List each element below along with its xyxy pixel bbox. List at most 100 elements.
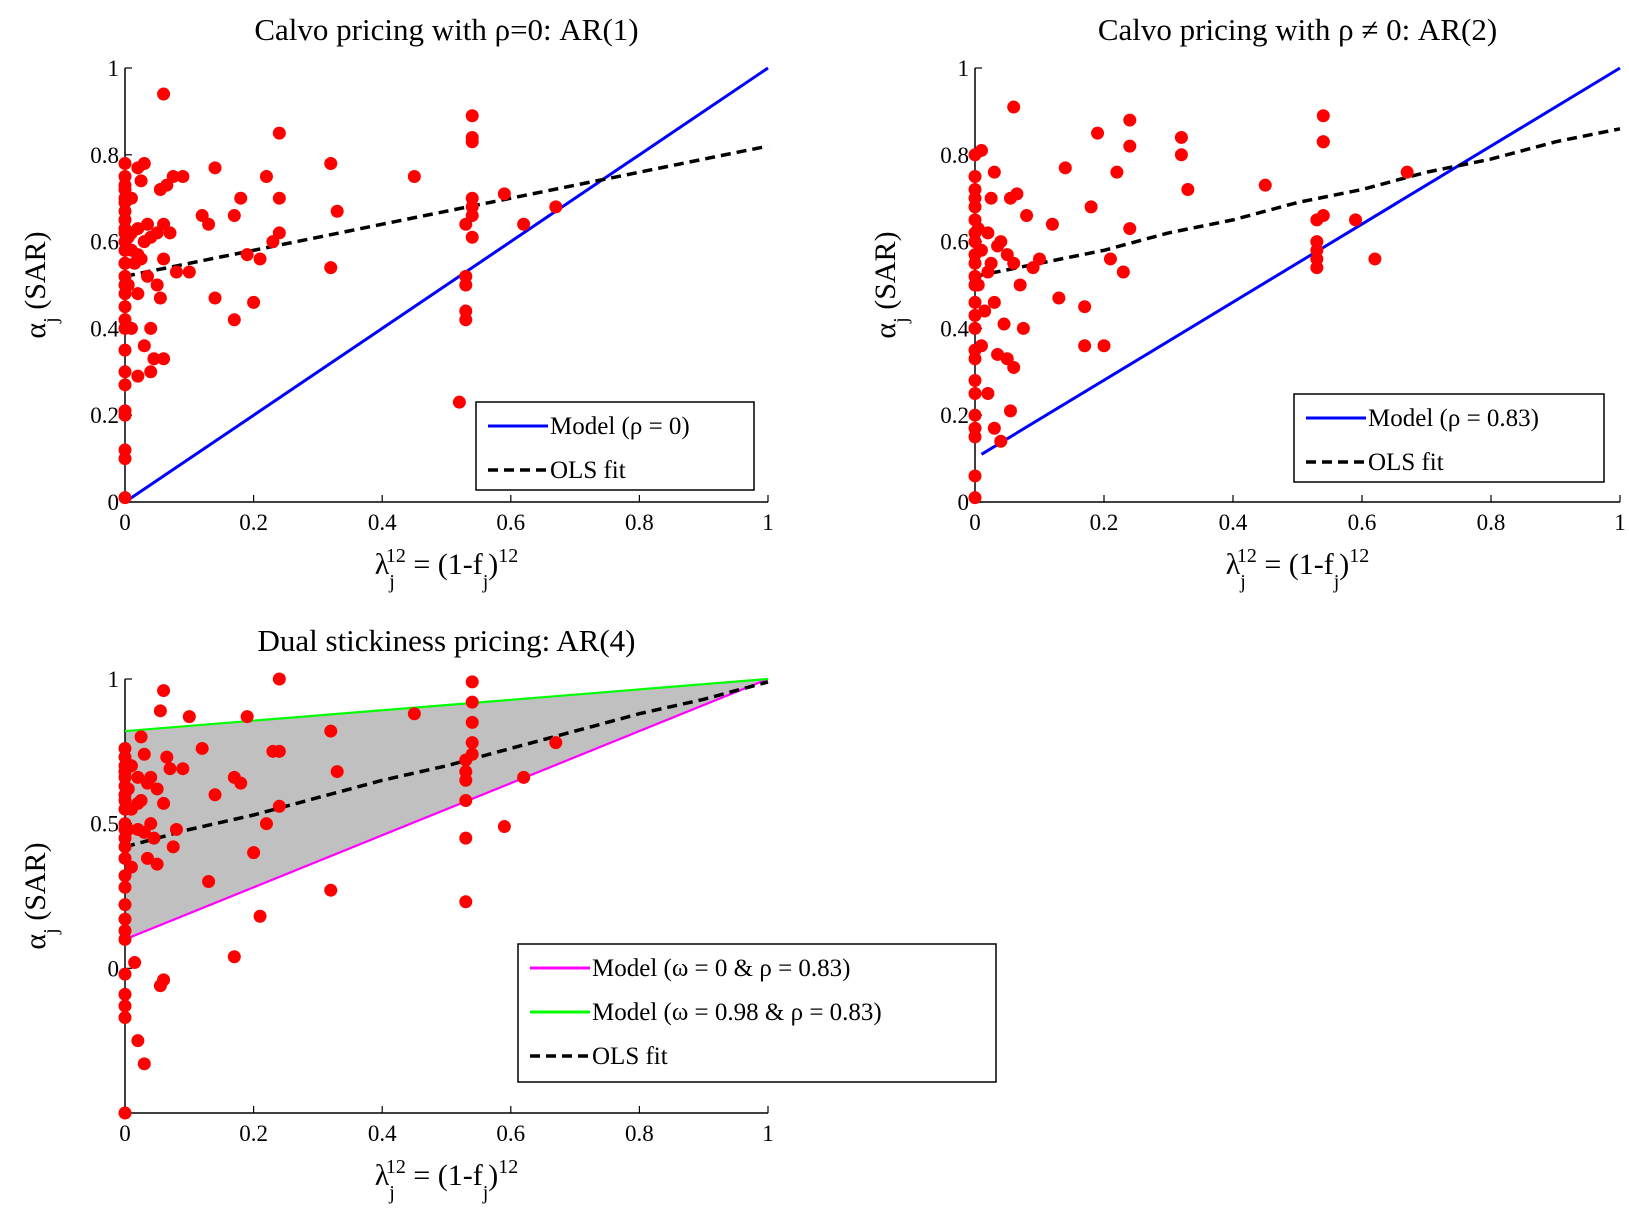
- data-point: [176, 170, 190, 183]
- x-axis-label-part: j: [482, 571, 489, 593]
- data-point: [259, 170, 273, 183]
- y-tick-label: 0.4: [90, 316, 119, 341]
- data-point: [1316, 209, 1330, 223]
- data-point: [1123, 222, 1137, 236]
- data-point: [1174, 148, 1188, 162]
- legend-entry: Model (ρ = 0): [550, 413, 690, 440]
- data-point: [465, 109, 479, 123]
- data-point: [134, 174, 148, 188]
- model-line: [124, 677, 769, 941]
- y-axis-label-part: α: [19, 323, 52, 339]
- y-tick-label: 1: [108, 56, 120, 81]
- data-point: [202, 875, 216, 889]
- data-point: [118, 178, 132, 192]
- data-point: [324, 883, 338, 897]
- x-axis-label-part: ): [488, 548, 498, 581]
- data-point: [147, 352, 161, 366]
- data-point: [157, 684, 171, 698]
- data-point: [1349, 213, 1363, 227]
- x-tick-label: 0.8: [625, 1121, 654, 1146]
- data-point: [465, 191, 479, 205]
- data-point: [1097, 339, 1111, 353]
- data-point: [118, 343, 132, 357]
- x-tick-label: 0: [119, 510, 131, 535]
- data-point: [991, 347, 1005, 361]
- data-point: [118, 924, 132, 938]
- x-axis-label-part: = (1-f: [406, 1159, 483, 1192]
- data-point: [968, 321, 982, 335]
- x-tick-label: 0.8: [625, 510, 654, 535]
- x-axis-label: λj12 = (1-fj)12: [1226, 545, 1370, 593]
- data-point: [202, 217, 216, 231]
- data-point: [465, 230, 479, 244]
- y-axis-label: αj (SAR): [19, 842, 62, 949]
- data-point: [272, 226, 286, 240]
- data-point: [253, 909, 267, 923]
- data-point: [141, 269, 155, 283]
- data-point: [984, 256, 998, 270]
- data-point: [118, 1106, 132, 1120]
- data-point: [208, 788, 222, 802]
- data-point: [1078, 300, 1092, 314]
- x-tick-label: 0.2: [239, 510, 268, 535]
- data-point: [147, 831, 161, 845]
- x-axis-label-part: j: [482, 1182, 489, 1204]
- data-point: [497, 820, 511, 834]
- ols-fit-line: [124, 144, 769, 279]
- data-point: [118, 880, 132, 894]
- x-axis-label-part: = (1-f: [1257, 548, 1334, 581]
- data-point: [124, 860, 138, 874]
- data-point: [324, 261, 338, 275]
- data-point: [118, 912, 132, 926]
- x-tick-label: 0.4: [1219, 510, 1248, 535]
- data-point: [157, 973, 171, 987]
- data-point: [166, 170, 180, 183]
- data-point: [981, 387, 995, 400]
- y-axis-label-part: j: [890, 317, 912, 324]
- data-point: [549, 200, 563, 214]
- data-point: [259, 817, 273, 831]
- chart-title: Calvo pricing with ρ=0: AR(1): [254, 12, 638, 47]
- x-tick-label: 0.4: [368, 1121, 397, 1146]
- data-point: [1052, 291, 1066, 305]
- data-point: [1003, 404, 1017, 418]
- data-point: [1103, 252, 1117, 266]
- data-point: [157, 87, 171, 101]
- data-point: [153, 704, 167, 718]
- y-tick-label: 0.2: [940, 403, 969, 428]
- x-axis-label-part: j: [1333, 571, 1340, 593]
- y-tick-label: 0: [958, 490, 970, 515]
- legend-box: [1293, 393, 1605, 483]
- y-tick-label: 0.8: [90, 143, 119, 168]
- data-point: [324, 156, 338, 170]
- legend-entry: Model (ρ = 0.83): [1368, 405, 1539, 432]
- ols-fit-line: [974, 127, 1621, 279]
- data-point: [1310, 235, 1324, 249]
- legend: Model (ρ = 0) OLS fit: [475, 401, 755, 491]
- data-point: [118, 300, 132, 314]
- data-point: [131, 287, 145, 301]
- data-point: [141, 851, 155, 865]
- y-axis-label-part: j: [40, 928, 62, 935]
- data-point: [134, 794, 148, 808]
- x-tick-label: 0.2: [1090, 510, 1119, 535]
- data-point: [157, 796, 171, 810]
- data-point: [121, 822, 135, 836]
- data-point: [968, 491, 982, 505]
- data-point: [1400, 165, 1414, 179]
- data-point: [118, 898, 132, 912]
- x-tick-label: 0.4: [368, 510, 397, 535]
- data-point: [1091, 126, 1105, 140]
- y-tick-label: 0.2: [90, 403, 119, 428]
- data-point: [465, 130, 479, 144]
- data-point: [465, 695, 479, 709]
- data-point: [987, 421, 1001, 435]
- data-point: [459, 794, 473, 808]
- data-point: [208, 161, 222, 175]
- data-point: [1007, 256, 1021, 270]
- data-point: [208, 291, 222, 305]
- x-axis-label-part: = (1-f: [406, 548, 483, 581]
- data-point: [247, 295, 261, 309]
- data-point: [549, 736, 563, 750]
